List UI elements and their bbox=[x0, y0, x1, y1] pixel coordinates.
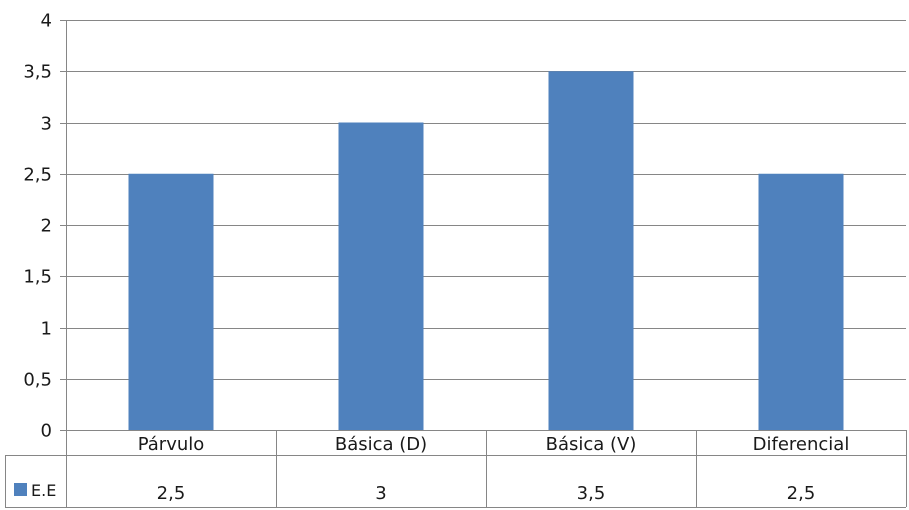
y-tick-label: 0 bbox=[41, 421, 52, 442]
legend-label: E.E bbox=[31, 481, 56, 500]
y-tick-label: 3,5 bbox=[23, 62, 52, 83]
bar bbox=[548, 71, 634, 430]
table-value: 3,5 bbox=[577, 483, 606, 504]
category-label: Básica (D) bbox=[335, 434, 427, 455]
legend-swatch bbox=[14, 483, 27, 496]
bar bbox=[338, 122, 424, 430]
y-tick-label: 1,5 bbox=[23, 267, 52, 288]
bars bbox=[128, 71, 844, 430]
y-tick-label: 2,5 bbox=[23, 165, 52, 186]
y-tick-label: 2 bbox=[41, 216, 52, 237]
y-axis-ticks: 0 0,5 1 1,5 2 2,5 3 3,5 4 bbox=[23, 11, 52, 442]
y-tick-label: 4 bbox=[41, 11, 52, 32]
category-label: Párvulo bbox=[138, 434, 205, 455]
y-tick-label: 1 bbox=[41, 319, 52, 340]
bar bbox=[128, 173, 214, 430]
table-value: 2,5 bbox=[787, 483, 816, 504]
category-label: Diferencial bbox=[753, 434, 850, 455]
y-tick-label: 0,5 bbox=[23, 370, 52, 391]
table-value: 3 bbox=[375, 483, 386, 504]
y-tick-label: 3 bbox=[41, 114, 52, 135]
table-value: 2,5 bbox=[157, 483, 186, 504]
data-table: Párvulo Básica (D) Básica (V) Diferencial E.… bbox=[5, 430, 907, 508]
bar bbox=[758, 173, 844, 430]
category-label: Básica (V) bbox=[546, 434, 637, 455]
